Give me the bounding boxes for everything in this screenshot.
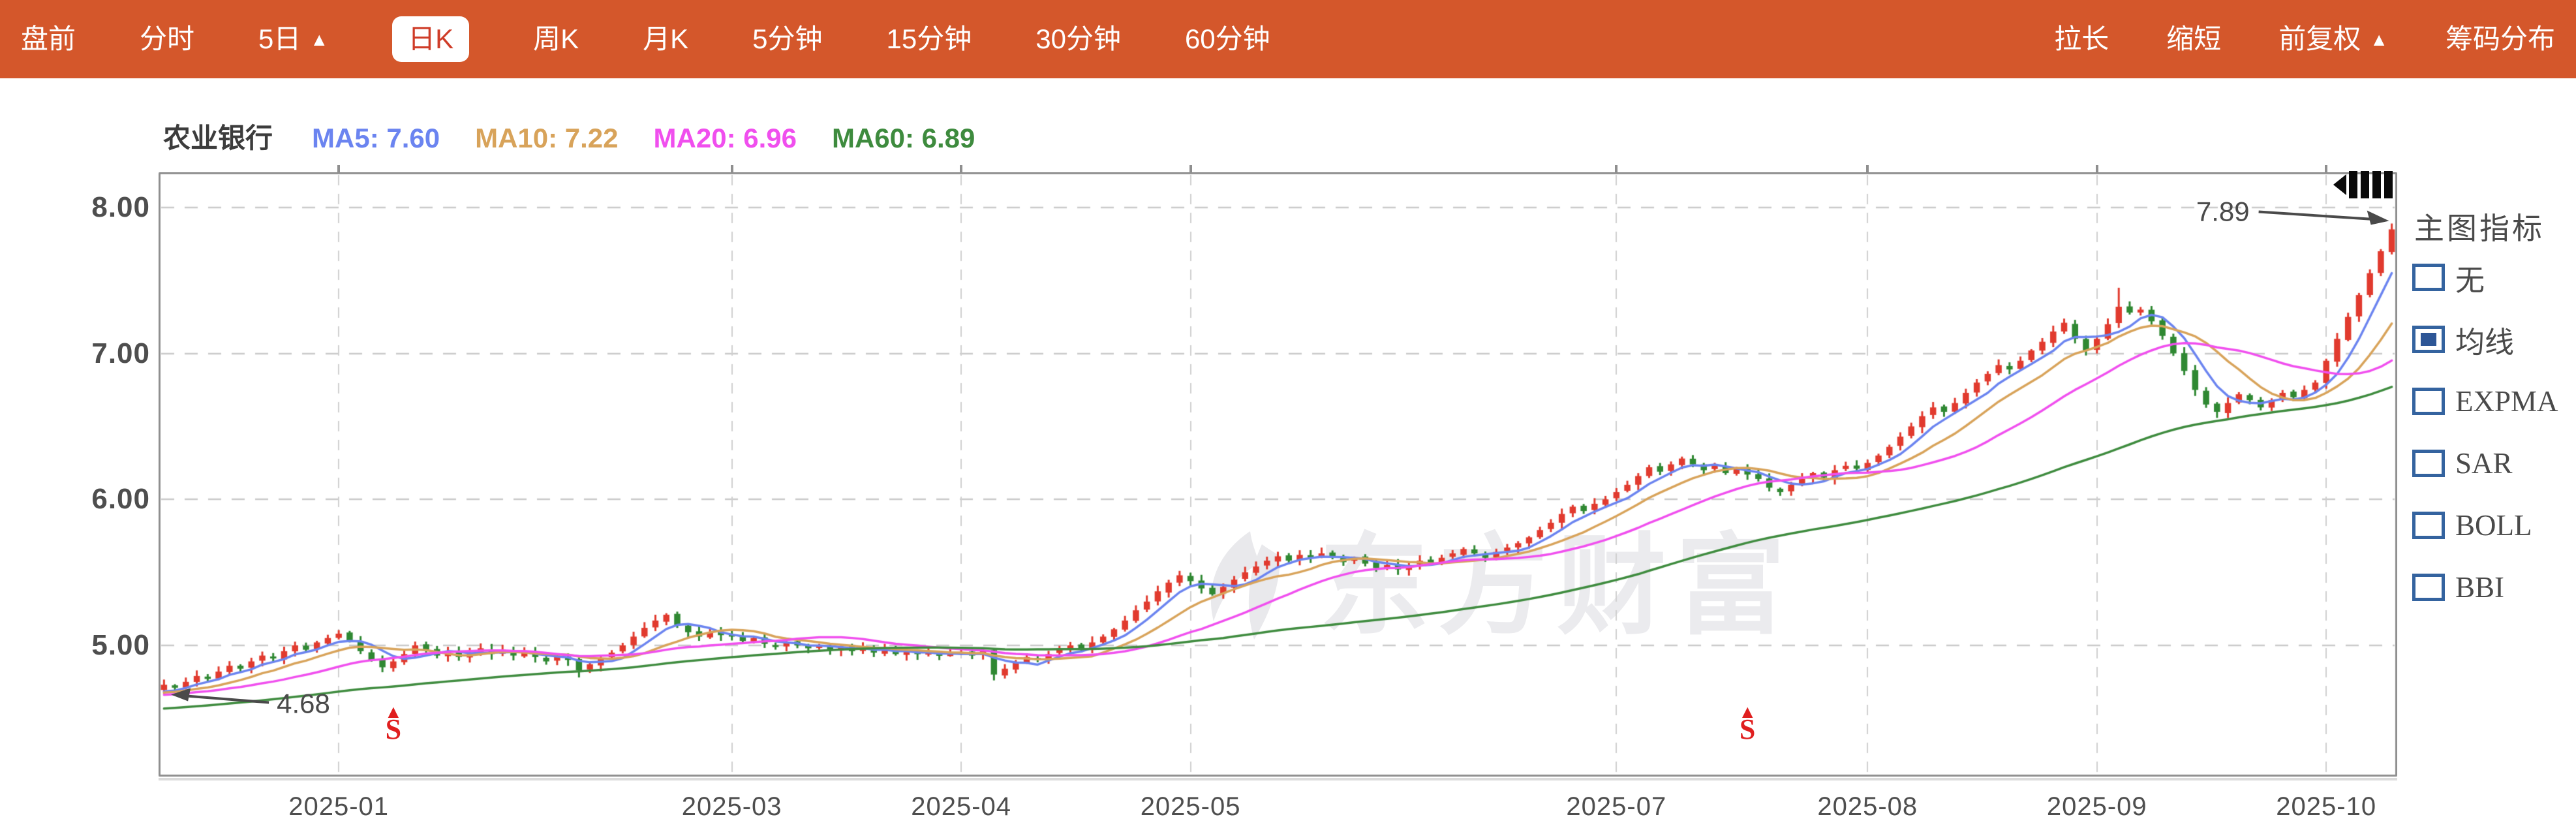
- y-axis-label: 5.00: [91, 628, 150, 661]
- axis-tick-mark: [1615, 165, 1618, 174]
- toolbar-item-selected[interactable]: 日K: [392, 16, 470, 62]
- toolbar-left-group: 盘前 分时 5日 ▲ 日K 周K 月K 5分钟 15分钟 30分钟 60分钟: [21, 16, 1270, 62]
- axis-tick-mark: [1866, 165, 1869, 174]
- toolbar-item[interactable]: 30分钟: [1035, 23, 1121, 54]
- x-axis-label: 2025-01: [288, 792, 390, 821]
- drag-handle-bar-icon: [2384, 171, 2393, 198]
- toolbar-right-group: 拉长 缩短 前复权 ▲ 筹码分布: [2054, 25, 2555, 53]
- x-axis-label: 2025-10: [2276, 792, 2377, 821]
- drag-handle-icon[interactable]: [2333, 171, 2401, 198]
- indicator-option[interactable]: BBI: [2412, 571, 2504, 604]
- event-letter: S: [385, 713, 402, 746]
- stock-name: 农业银行: [163, 123, 273, 153]
- axis-tick-mark: [2095, 165, 2098, 174]
- period-toolbar: 盘前 分时 5日 ▲ 日K 周K 月K 5分钟 15分钟 30分钟 60分钟 拉长 缩短 前复权 ▲ 筹码分…: [0, 0, 2576, 78]
- chart-legend: 农业银行 MA5: 7.60 MA10: 7.22 MA20: 6.96 MA60: …: [163, 120, 975, 157]
- legend-ma-item: MA60: 6.89: [831, 123, 975, 153]
- x-axis-label: 2025-09: [2046, 792, 2147, 821]
- toolbar-item[interactable]: 分时: [140, 23, 195, 54]
- axis-tick-mark: [1189, 165, 1192, 174]
- indicator-option-label: BOLL: [2455, 509, 2532, 542]
- x-axis-label: 2025-04: [911, 792, 1012, 821]
- indicator-option-label: 均线: [2455, 326, 2515, 359]
- checkbox-icon[interactable]: [2412, 264, 2445, 291]
- axis-shadow-line: [159, 778, 2397, 780]
- plot-area: 东方财富 7.894.68: [159, 172, 2397, 777]
- drag-handle-bar-icon: [2372, 171, 2381, 198]
- axis-tick-mark: [337, 165, 341, 174]
- y-axis-label: 6.00: [91, 483, 150, 516]
- dividend-event-marker[interactable]: ▲ S: [1733, 702, 1762, 746]
- checkbox-icon[interactable]: [2412, 450, 2445, 477]
- drag-handle-bar-icon: [2349, 171, 2357, 198]
- indicator-option-label: EXPMA: [2455, 385, 2558, 418]
- toolbar-item[interactable]: 月K: [643, 23, 689, 54]
- x-axis-label: 2025-08: [1817, 792, 1918, 821]
- axis-tick-mark: [960, 165, 963, 174]
- axis-tick-mark: [2325, 165, 2328, 174]
- checkbox-icon[interactable]: [2412, 574, 2445, 601]
- checkbox-icon[interactable]: [2412, 512, 2445, 539]
- candlestick-canvas[interactable]: [159, 172, 2397, 777]
- checkbox-icon[interactable]: [2412, 326, 2445, 353]
- indicator-option[interactable]: SAR: [2412, 447, 2513, 480]
- legend-ma-item: MA5: 7.60: [312, 123, 440, 153]
- indicator-option-label: BBI: [2455, 571, 2505, 604]
- toolbar-item[interactable]: 筹码分布: [2445, 23, 2555, 54]
- event-arrow-icon: ▲: [1738, 702, 1757, 722]
- x-axis-label: 2025-03: [681, 792, 782, 821]
- toolbar-item[interactable]: 60分钟: [1184, 23, 1270, 54]
- y-axis-label: 7.00: [91, 337, 150, 369]
- checkbox-icon[interactable]: [2412, 388, 2445, 415]
- axis-tick-mark: [730, 165, 733, 174]
- toolbar-item[interactable]: 15分钟: [886, 23, 972, 54]
- indicator-option[interactable]: EXPMA: [2412, 385, 2558, 418]
- indicator-option-label: 无: [2455, 264, 2485, 297]
- panel-title: 主图指标: [2414, 212, 2545, 245]
- svg-text:7.89: 7.89: [2196, 196, 2250, 227]
- event-letter: S: [1739, 713, 1756, 746]
- toolbar-item[interactable]: 盘前: [21, 23, 76, 54]
- indicator-option[interactable]: BOLL: [2412, 509, 2532, 542]
- svg-text:4.68: 4.68: [277, 688, 330, 718]
- x-axis-label: 2025-07: [1566, 792, 1667, 821]
- x-axis-label: 2025-05: [1140, 792, 1241, 821]
- indicator-option[interactable]: 均线: [2412, 323, 2514, 359]
- toolbar-item[interactable]: 5分钟: [752, 23, 823, 54]
- drag-handle-arrow-icon: [2333, 174, 2346, 195]
- indicator-option[interactable]: 无: [2412, 261, 2485, 297]
- drag-handle-bar-icon: [2361, 171, 2369, 198]
- legend-ma-item: MA20: 6.96: [653, 123, 797, 153]
- indicator-option-label: SAR: [2455, 447, 2513, 480]
- toolbar-item[interactable]: 周K: [533, 23, 579, 54]
- toolbar-item[interactable]: 5日 ▲: [258, 23, 329, 54]
- toolbar-item[interactable]: 缩短: [2166, 23, 2222, 54]
- legend-ma-item: MA10: 7.22: [475, 123, 619, 153]
- y-axis-label: 8.00: [91, 191, 150, 223]
- toolbar-item[interactable]: 前复权 ▲: [2278, 23, 2388, 54]
- event-arrow-icon: ▲: [384, 702, 403, 722]
- toolbar-item[interactable]: 拉长: [2054, 23, 2109, 54]
- annotation-layer: 7.89 4.68: [171, 196, 2389, 718]
- dividend-event-marker[interactable]: ▲ S: [379, 702, 408, 746]
